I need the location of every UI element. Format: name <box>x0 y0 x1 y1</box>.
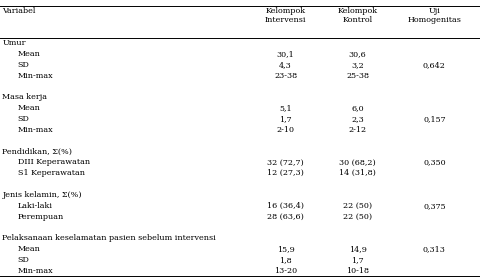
Text: Mean: Mean <box>18 245 41 253</box>
Text: 22 (50): 22 (50) <box>343 202 372 210</box>
Text: Mean: Mean <box>18 50 41 58</box>
Text: 0,350: 0,350 <box>423 158 446 166</box>
Text: 23-38: 23-38 <box>274 72 297 80</box>
Text: 4,3: 4,3 <box>279 61 292 69</box>
Text: Pelaksanaan keselamatan pasien sebelum intervensi: Pelaksanaan keselamatan pasien sebelum i… <box>2 234 216 242</box>
Text: SD: SD <box>18 61 30 69</box>
Text: 32 (72,7): 32 (72,7) <box>267 158 304 166</box>
Text: 25-38: 25-38 <box>346 72 369 80</box>
Text: SD: SD <box>18 256 30 264</box>
Text: 2-12: 2-12 <box>348 126 367 134</box>
Text: 30,1: 30,1 <box>277 50 294 58</box>
Text: Min-max: Min-max <box>18 126 53 134</box>
Text: 3,2: 3,2 <box>351 61 364 69</box>
Text: 12 (27,3): 12 (27,3) <box>267 169 304 177</box>
Text: Min-max: Min-max <box>18 267 53 275</box>
Text: Uji
Homogenitas: Uji Homogenitas <box>408 7 461 24</box>
Text: Variabel: Variabel <box>2 7 36 15</box>
Text: Laki-laki: Laki-laki <box>18 202 53 210</box>
Text: Min-max: Min-max <box>18 72 53 80</box>
Text: 0,157: 0,157 <box>423 115 446 123</box>
Text: Pendidikan, Σ(%): Pendidikan, Σ(%) <box>2 148 72 155</box>
Text: 15,9: 15,9 <box>277 245 294 253</box>
Text: 5,1: 5,1 <box>279 104 292 112</box>
Text: Umur: Umur <box>2 39 26 47</box>
Text: DIII Keperawatan: DIII Keperawatan <box>18 158 90 166</box>
Text: 30,6: 30,6 <box>349 50 366 58</box>
Text: Masa kerja: Masa kerja <box>2 93 48 101</box>
Text: 14 (31,8): 14 (31,8) <box>339 169 376 177</box>
Text: 16 (36,4): 16 (36,4) <box>267 202 304 210</box>
Text: Kelompok
Kontrol: Kelompok Kontrol <box>337 7 378 24</box>
Text: Mean: Mean <box>18 104 41 112</box>
Text: SD: SD <box>18 115 30 123</box>
Text: 1,7: 1,7 <box>279 115 292 123</box>
Text: Kelompok
Intervensi: Kelompok Intervensi <box>265 7 306 24</box>
Text: 10-18: 10-18 <box>346 267 369 275</box>
Text: 30 (68,2): 30 (68,2) <box>339 158 376 166</box>
Text: 0,313: 0,313 <box>423 245 446 253</box>
Text: 1,7: 1,7 <box>351 256 364 264</box>
Text: 13-20: 13-20 <box>274 267 297 275</box>
Text: 0,642: 0,642 <box>423 61 446 69</box>
Text: 28 (63,6): 28 (63,6) <box>267 213 304 221</box>
Text: 14,9: 14,9 <box>348 245 367 253</box>
Text: 1,8: 1,8 <box>279 256 292 264</box>
Text: 6,0: 6,0 <box>351 104 364 112</box>
Text: 2-10: 2-10 <box>276 126 295 134</box>
Text: 22 (50): 22 (50) <box>343 213 372 221</box>
Text: 0,375: 0,375 <box>423 202 446 210</box>
Text: 2,3: 2,3 <box>351 115 364 123</box>
Text: Perempuan: Perempuan <box>18 213 64 221</box>
Text: Jenis kelamin, Σ(%): Jenis kelamin, Σ(%) <box>2 191 82 199</box>
Text: S1 Keperawatan: S1 Keperawatan <box>18 169 85 177</box>
